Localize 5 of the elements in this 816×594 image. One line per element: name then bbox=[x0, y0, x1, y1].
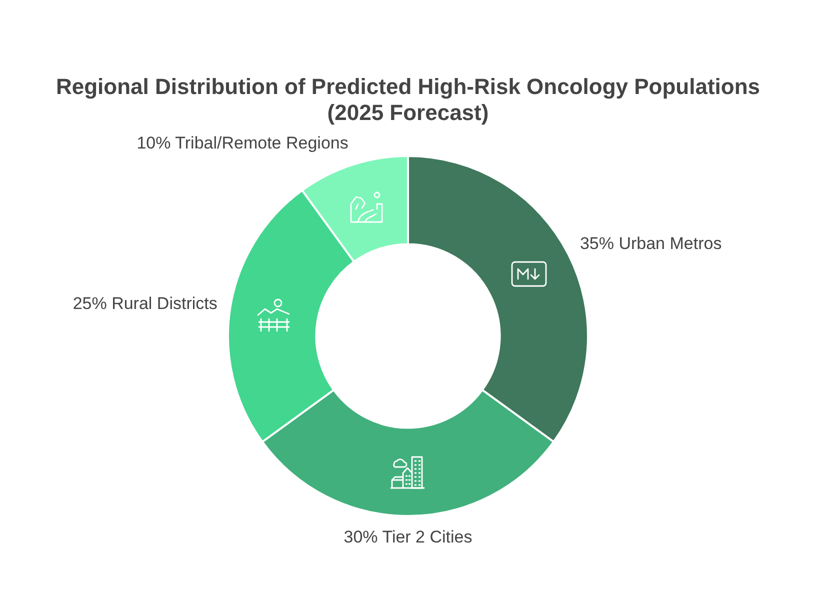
slice-label: 30% Tier 2 Cities bbox=[344, 528, 472, 547]
slice-label: 10% Tribal/Remote Regions bbox=[136, 134, 348, 153]
slice-label: 35% Urban Metros bbox=[580, 234, 722, 253]
chart-title: Regional Distribution of Predicted High-Risk Oncology Populations (2025 Forecast) bbox=[54, 74, 762, 126]
slice-label: 25% Rural Districts bbox=[72, 294, 218, 314]
